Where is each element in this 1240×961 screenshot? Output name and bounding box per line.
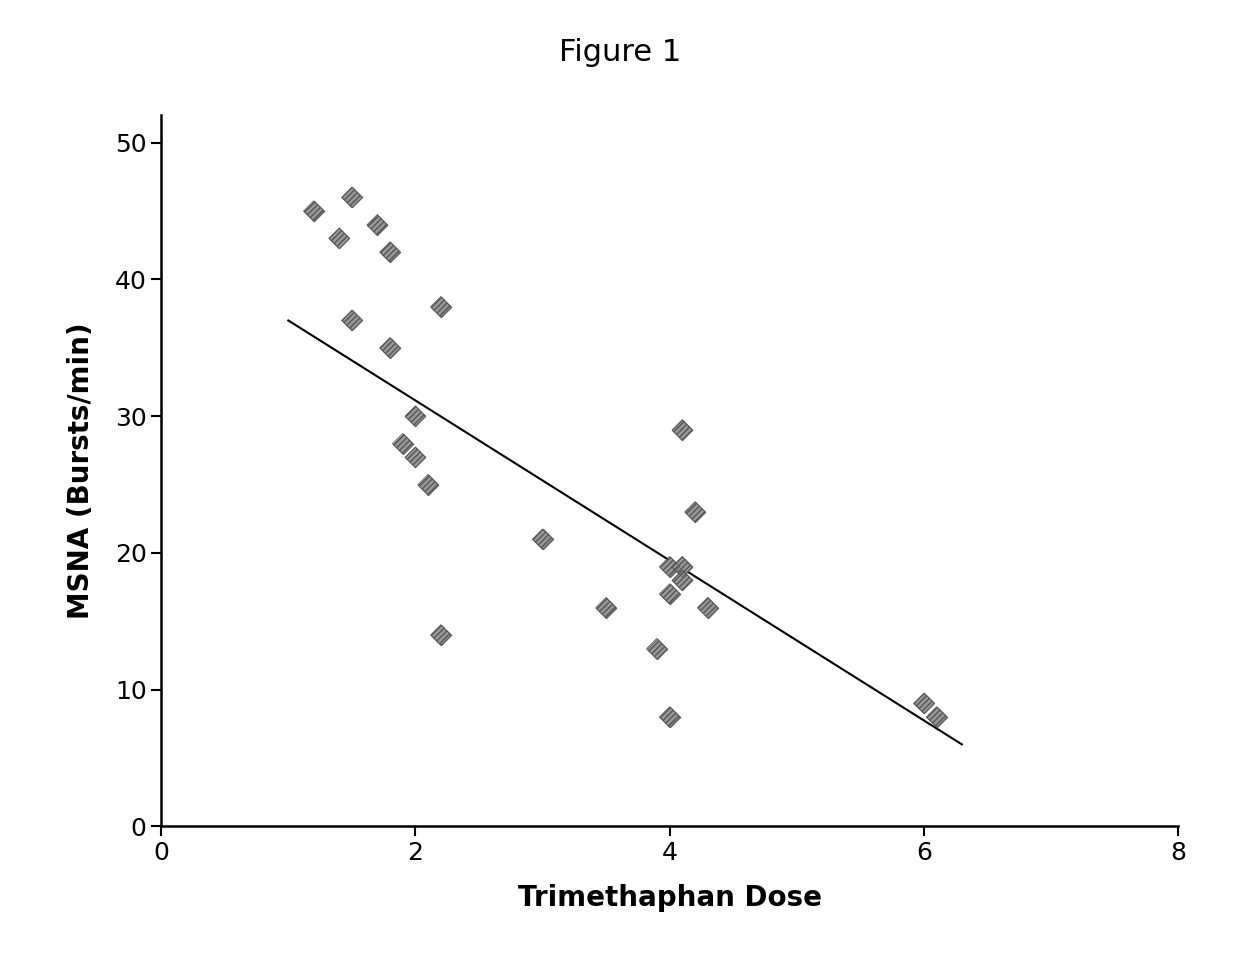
- Point: [405, 408, 425, 424]
- Point: [660, 709, 680, 725]
- Point: [672, 573, 692, 588]
- Point: [672, 422, 692, 437]
- Point: [379, 244, 399, 259]
- Point: [672, 573, 692, 588]
- Point: [647, 641, 667, 656]
- Point: [596, 600, 616, 615]
- Point: [686, 505, 706, 520]
- Point: [405, 450, 425, 465]
- Point: [686, 505, 706, 520]
- Point: [698, 600, 718, 615]
- Point: [432, 299, 451, 314]
- Point: [596, 600, 616, 615]
- Point: [660, 586, 680, 602]
- Point: [647, 641, 667, 656]
- Point: [379, 340, 399, 356]
- Point: [432, 628, 451, 643]
- Point: [367, 217, 387, 233]
- Point: [926, 709, 946, 725]
- Point: [660, 559, 680, 575]
- Point: [672, 422, 692, 437]
- Point: [432, 299, 451, 314]
- Point: [393, 436, 413, 452]
- Point: [432, 628, 451, 643]
- Point: [342, 312, 362, 328]
- Point: [342, 189, 362, 205]
- Point: [405, 408, 425, 424]
- Point: [672, 559, 692, 575]
- Y-axis label: MSNA (Bursts/min): MSNA (Bursts/min): [67, 323, 95, 619]
- Point: [304, 204, 324, 219]
- Point: [926, 709, 946, 725]
- Point: [672, 559, 692, 575]
- Point: [914, 696, 934, 711]
- Point: [914, 696, 934, 711]
- X-axis label: Trimethaphan Dose: Trimethaphan Dose: [517, 884, 822, 913]
- Point: [379, 340, 399, 356]
- Point: [342, 189, 362, 205]
- Point: [367, 217, 387, 233]
- Point: [660, 586, 680, 602]
- Point: [418, 477, 438, 492]
- Point: [393, 436, 413, 452]
- Point: [533, 531, 553, 547]
- Point: [660, 709, 680, 725]
- Point: [342, 312, 362, 328]
- Point: [698, 600, 718, 615]
- Point: [329, 231, 350, 246]
- Point: [304, 204, 324, 219]
- Text: Figure 1: Figure 1: [559, 38, 681, 67]
- Point: [329, 231, 350, 246]
- Point: [379, 244, 399, 259]
- Point: [405, 450, 425, 465]
- Point: [533, 531, 553, 547]
- Point: [660, 559, 680, 575]
- Point: [418, 477, 438, 492]
